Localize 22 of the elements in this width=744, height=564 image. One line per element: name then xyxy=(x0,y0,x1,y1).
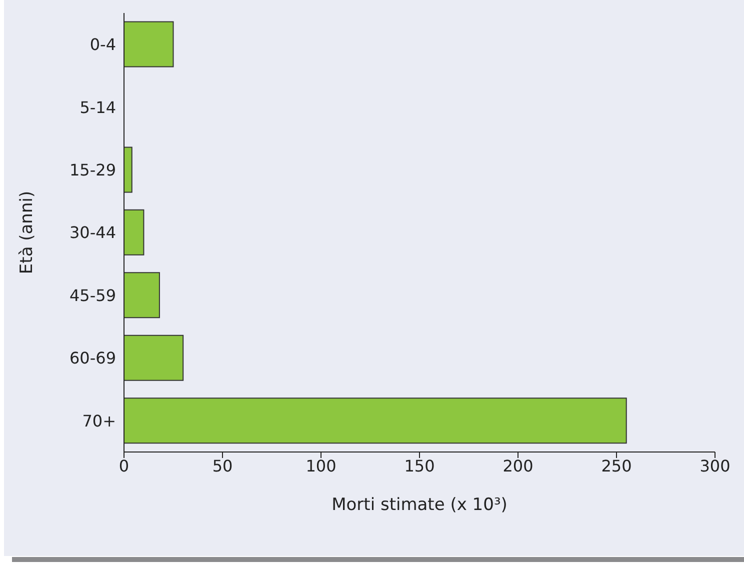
y-axis-title: Età (anni) xyxy=(17,190,38,274)
bar xyxy=(124,21,174,68)
y-tick-label: 30-44 xyxy=(70,223,116,242)
x-tick-label: 200 xyxy=(502,456,534,476)
x-tick-label: 0 xyxy=(118,456,130,476)
y-tick-label: 70+ xyxy=(82,411,116,430)
x-axis-title: Morti stimate (x 10³) xyxy=(332,495,508,516)
bar xyxy=(124,334,184,381)
x-tick-label: 150 xyxy=(404,456,435,476)
bar xyxy=(124,146,132,193)
bar xyxy=(124,398,627,444)
x-tick-label: 300 xyxy=(700,456,730,476)
y-tick-label: 15-29 xyxy=(70,160,116,180)
y-tick-label: 45-59 xyxy=(70,286,116,305)
y-tick-label: 60-69 xyxy=(70,348,116,368)
x-tick-label: 250 xyxy=(601,456,632,476)
x-tick-label: 50 xyxy=(212,456,233,476)
x-tick-label: 100 xyxy=(306,456,336,476)
y-tick-label: 5-14 xyxy=(80,98,116,117)
bar xyxy=(124,272,160,318)
y-tick-label: 0-4 xyxy=(90,35,116,54)
bar xyxy=(124,209,144,256)
